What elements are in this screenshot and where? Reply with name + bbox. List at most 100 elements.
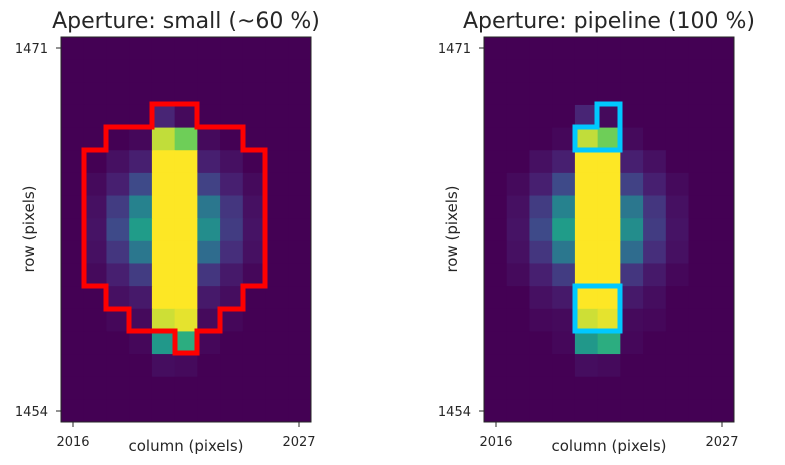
heatmap-cell (506, 354, 530, 378)
heatmap-cell (484, 127, 508, 151)
heatmap-cell (643, 376, 667, 400)
heatmap-cell (106, 150, 130, 174)
heatmap-cell (151, 172, 176, 197)
heatmap-cell (506, 399, 530, 423)
heatmap-cell (61, 263, 85, 287)
heatmap-cell (197, 376, 221, 400)
heatmap-cell (174, 104, 198, 129)
heatmap-cell (288, 376, 312, 400)
heatmap-cell (265, 240, 289, 264)
heatmap-cell (711, 127, 735, 151)
heatmap-cell (506, 195, 530, 219)
heatmap-cell (574, 59, 599, 83)
heatmap-cell (711, 263, 735, 287)
heatmap-cell (620, 150, 644, 174)
heatmap-cell (574, 172, 599, 197)
heatmap-cell (484, 331, 508, 355)
heatmap-cell (61, 218, 85, 242)
heatmap-cell (711, 59, 735, 83)
heatmap-cell (484, 263, 508, 287)
heatmap-cell (197, 150, 221, 174)
heatmap-cell (265, 104, 289, 129)
heatmap-cell (265, 331, 289, 355)
heatmap-cell (688, 376, 712, 400)
heatmap-cell (620, 376, 644, 400)
heatmap-cell (129, 331, 153, 355)
heatmap-cell (174, 240, 198, 264)
heatmap-cell (529, 286, 553, 310)
heatmap-cell (242, 172, 267, 197)
heatmap-cell (484, 218, 508, 242)
heatmap-cell (597, 354, 621, 378)
heatmap-cell (574, 399, 599, 423)
heatmap-cell (529, 127, 553, 151)
heatmap-cell (552, 399, 576, 423)
heatmap-cell (265, 195, 289, 219)
panel-pipeline-aperture: Aperture: pipeline (100 %) 1471 1454 201… (438, 9, 755, 455)
heatmap-cell (552, 150, 576, 174)
heatmap-cell (61, 286, 85, 310)
heatmap-cell (242, 286, 267, 310)
heatmap-cell (688, 104, 712, 129)
heatmap-cell (643, 37, 667, 61)
heatmap-cell (265, 37, 289, 61)
heatmap-cell (620, 263, 644, 287)
heatmap-cell (711, 308, 735, 332)
heatmap-cell (129, 82, 153, 106)
heatmap-cell (574, 218, 599, 242)
heatmap-cell (83, 286, 107, 310)
heatmap-cell (529, 263, 553, 287)
heatmap-cell (174, 354, 198, 378)
heatmap-cell (552, 172, 576, 197)
heatmap-cell (643, 59, 667, 83)
heatmap-cell (711, 354, 735, 378)
heatmap-cell (83, 354, 107, 378)
heatmap-cell (506, 376, 530, 400)
heatmap-cell (61, 308, 85, 332)
heatmap-cell (484, 354, 508, 378)
heatmap-cell (643, 286, 667, 310)
heatmap-cell (643, 240, 667, 264)
heatmap-cell (597, 286, 621, 310)
heatmap-cell (529, 172, 553, 197)
heatmap-cell (529, 195, 553, 219)
panel-small-aperture: Aperture: small (~60 %) 1471 1454 2016 2… (15, 9, 320, 455)
heatmap-cell (484, 104, 508, 129)
heatmap-cell (643, 308, 667, 332)
heatmap-cell (129, 127, 153, 151)
heatmap-cell (552, 37, 576, 61)
heatmap-cell (643, 195, 667, 219)
heatmap-cell (106, 286, 130, 310)
heatmap-cells (484, 37, 735, 423)
heatmap-cell (151, 331, 176, 355)
heatmap-cell (506, 104, 530, 129)
heatmap-cell (688, 308, 712, 332)
heatmap-cell (688, 82, 712, 106)
heatmap-cell (106, 308, 130, 332)
heatmap-cell (529, 354, 553, 378)
heatmap-cell (151, 240, 176, 264)
heatmap-cell (220, 104, 244, 129)
heatmap-cell (151, 150, 176, 174)
heatmap-cell (83, 263, 107, 287)
heatmap-cell (242, 354, 267, 378)
heatmap-cell (711, 195, 735, 219)
heatmap-cell (665, 82, 690, 106)
heatmap-cell (151, 37, 176, 61)
heatmap-cell (643, 331, 667, 355)
heatmap-cell (288, 150, 312, 174)
heatmap-cell (597, 82, 621, 106)
heatmap-cell (484, 59, 508, 83)
heatmap-cell (620, 59, 644, 83)
heatmap-cell (688, 195, 712, 219)
heatmap-cell (265, 399, 289, 423)
heatmap-cell (288, 104, 312, 129)
heatmap-cell (574, 195, 599, 219)
heatmap-cell (174, 127, 198, 151)
heatmap-cell (288, 354, 312, 378)
heatmap-cell (711, 37, 735, 61)
heatmap-cell (242, 308, 267, 332)
heatmap-cell (61, 150, 85, 174)
heatmap-cell (665, 354, 690, 378)
heatmap-cell (574, 240, 599, 264)
